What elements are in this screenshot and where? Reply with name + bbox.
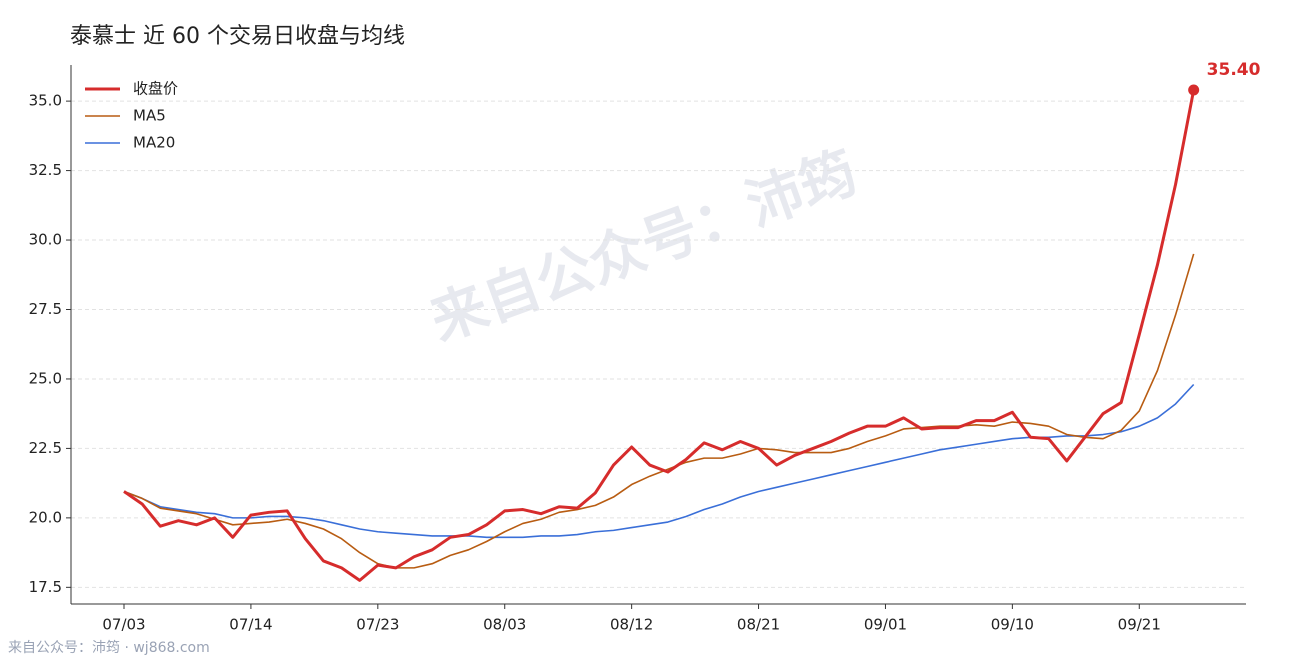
y-tick-label: 27.5	[29, 300, 62, 318]
chart-title: 泰慕士 近 60 个交易日收盘与均线	[70, 24, 405, 49]
x-tick-label: 07/23	[356, 616, 399, 634]
watermark: 来自公众号：沛筠	[422, 140, 865, 354]
y-tick-label: 25.0	[29, 369, 62, 387]
end-marker	[1188, 84, 1200, 96]
x-tick-label: 07/03	[102, 616, 145, 634]
end-label: 35.40	[1207, 60, 1261, 80]
y-tick-label: 30.0	[29, 231, 62, 249]
y-tick-label: 17.5	[29, 578, 62, 596]
legend-label: MA5	[133, 107, 166, 125]
line-2	[123, 383, 1195, 539]
x-tick-label: 08/21	[737, 616, 780, 634]
y-tick-label: 22.5	[29, 439, 62, 457]
y-tick-label: 35.0	[29, 92, 62, 110]
x-tick-label: 09/01	[864, 616, 907, 634]
x-tick-label: 08/03	[483, 616, 526, 634]
footer: 来自公众号：沛筠 · wj868.com	[8, 639, 210, 656]
line-1	[123, 253, 1195, 569]
x-tick-label: 07/14	[229, 616, 272, 634]
x-tick-label: 09/10	[991, 616, 1034, 634]
y-tick-label: 32.5	[29, 161, 62, 179]
legend-label: 收盘价	[133, 80, 178, 98]
y-tick-label: 20.0	[29, 508, 62, 526]
x-tick-label: 09/21	[1118, 616, 1161, 634]
x-tick-label: 08/12	[610, 616, 653, 634]
legend-label: MA20	[133, 134, 175, 152]
line-0	[123, 89, 1196, 582]
